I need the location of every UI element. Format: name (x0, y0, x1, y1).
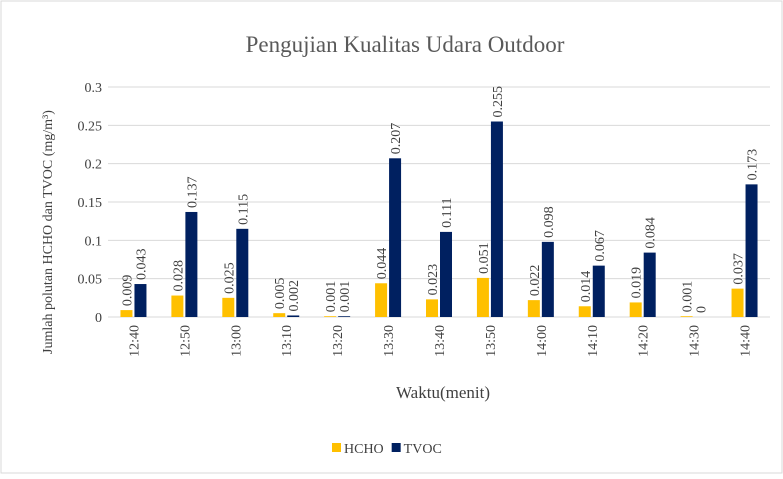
bar (745, 184, 758, 317)
x-tick-label: 14:10 (586, 325, 601, 357)
data-label: 0.025 (222, 262, 237, 294)
data-label: 0.001 (324, 281, 339, 313)
data-label: 0.001 (681, 281, 696, 313)
data-label: 0.022 (528, 265, 543, 297)
bar (578, 306, 591, 317)
bar (338, 316, 351, 317)
bar (541, 241, 554, 317)
y-tick-label: 0.25 (78, 119, 103, 134)
bar (592, 265, 605, 317)
data-label: 0.115 (236, 194, 251, 225)
x-tick-label: 13:30 (382, 325, 397, 357)
data-label: 0.111 (440, 197, 455, 227)
data-label: 0.043 (134, 249, 149, 281)
bar (273, 313, 286, 317)
bar (171, 295, 184, 317)
bar (134, 284, 147, 317)
data-label: 0.019 (630, 267, 645, 299)
y-tick-label: 0.05 (78, 273, 103, 288)
bar (324, 316, 337, 317)
y-tick-label: 0 (95, 311, 102, 326)
bar (680, 316, 693, 317)
bar (236, 228, 249, 317)
bar (287, 315, 300, 317)
x-tick-label: 13:00 (229, 325, 244, 357)
bar (527, 300, 540, 317)
y-tick-label: 0.15 (78, 196, 103, 211)
bar (426, 299, 438, 317)
bar (222, 297, 235, 317)
bar (476, 277, 489, 317)
x-tick-label: 13:50 (484, 325, 499, 357)
y-tick-label: 0.3 (85, 81, 103, 96)
data-label: 0.067 (593, 230, 608, 262)
data-label: 0.009 (120, 275, 135, 307)
data-label: 0.014 (579, 271, 594, 303)
bar (629, 302, 642, 317)
data-label: 0 (695, 306, 710, 313)
x-tick-label: 14:20 (637, 325, 652, 357)
bar (643, 252, 656, 317)
x-tick-label: 14:30 (688, 325, 703, 357)
x-tick-label: 14:00 (535, 325, 550, 357)
data-label: 0.173 (746, 149, 761, 181)
bar (389, 158, 402, 317)
bar (440, 231, 452, 317)
data-label: 0.002 (287, 280, 302, 312)
bar (731, 288, 744, 317)
legend-label: HCHO (344, 442, 384, 457)
x-tick-label: 12:40 (127, 325, 142, 357)
x-tick-label: 13:10 (280, 325, 295, 357)
data-label: 0.098 (542, 206, 557, 238)
y-tick-label: 0.1 (85, 234, 103, 249)
x-tick-label: 12:50 (178, 325, 193, 357)
data-label: 0.051 (477, 242, 492, 274)
bar (120, 310, 133, 317)
y-axis-label: Jumlah polutan HCHO dan TVOC (mg/m³) (41, 110, 56, 354)
legend-label: TVOC (404, 442, 442, 457)
bar (490, 121, 503, 317)
x-tick-label: 13:40 (433, 325, 448, 357)
legend-swatch (391, 443, 401, 452)
chart-title: Pengujian Kualitas Udara Outdoor (246, 32, 565, 57)
data-label: 0.005 (273, 278, 288, 310)
data-label: 0.137 (185, 176, 200, 208)
data-label: 0.037 (732, 253, 747, 285)
data-label: 0.084 (644, 217, 659, 249)
x-tick-label: 13:20 (331, 325, 346, 357)
data-label: 0.207 (389, 123, 404, 155)
data-label: 0.001 (338, 281, 353, 313)
x-tick-label: 14:40 (739, 325, 754, 357)
bar (185, 211, 198, 317)
y-tick-label: 0.2 (85, 158, 103, 173)
legend-swatch (332, 443, 341, 452)
data-label: 0.044 (375, 248, 390, 280)
data-label: 0.023 (426, 264, 441, 296)
data-label: 0.255 (491, 86, 506, 118)
x-axis-label: Waktu(menit) (396, 383, 490, 402)
data-label: 0.028 (171, 260, 186, 292)
bar (375, 283, 388, 317)
